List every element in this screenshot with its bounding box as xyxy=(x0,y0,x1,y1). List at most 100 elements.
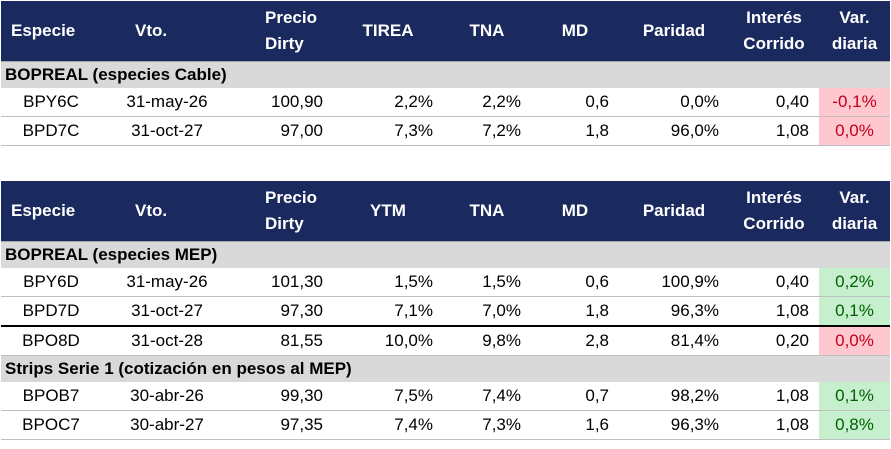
vto-cell: 31-may-26 xyxy=(101,88,233,117)
header-md: MD xyxy=(531,181,619,242)
paridad-cell: 96,3% xyxy=(619,296,729,327)
especie-cell: BPO8D xyxy=(1,325,101,356)
md-cell: 1,8 xyxy=(531,116,619,146)
interes-cell: 0,40 xyxy=(729,268,819,297)
vto-cell: 30-abr-27 xyxy=(101,410,233,440)
md-cell: 0,7 xyxy=(531,382,619,411)
precio-cell: 97,00 xyxy=(233,116,333,146)
tna-cell: 7,0% xyxy=(443,296,531,327)
paridad-cell: 81,4% xyxy=(619,325,729,356)
precio-cell: 81,55 xyxy=(233,325,333,356)
md-cell: 1,8 xyxy=(531,296,619,327)
section-title: Strips Serie 1 (cotización en pesos al M… xyxy=(1,355,890,382)
tna-cell: 9,8% xyxy=(443,325,531,356)
var-diaria-cell: 0,1% xyxy=(819,296,890,327)
precio-cell: 100,90 xyxy=(233,88,333,117)
especie-cell: BPY6D xyxy=(1,268,101,297)
paridad-cell: 100,9% xyxy=(619,268,729,297)
header-tna: TNA xyxy=(443,1,531,62)
interes-cell: 1,08 xyxy=(729,410,819,440)
header-md: MD xyxy=(531,1,619,62)
header-var-diaria: Var. diaria xyxy=(819,1,890,62)
vto-cell: 30-abr-26 xyxy=(101,382,233,411)
bopreal-cable-table: Especie Vto. Precio Dirty TIREA TNA MD Pa… xyxy=(1,1,890,146)
var-diaria-cell: 0,8% xyxy=(819,410,890,440)
header-especie: Especie xyxy=(1,1,101,62)
table-row: BPOB7 30-abr-26 99,30 7,5% 7,4% 0,7 98,2% 1,08 0… xyxy=(1,382,890,411)
table-row: BPY6C 31-may-26 100,90 2,2% 2,2% 0,6 0,0% 0,40-… xyxy=(1,88,890,117)
interes-cell: 0,20 xyxy=(729,325,819,356)
md-cell: 1,6 xyxy=(531,410,619,440)
vto-cell: 31-may-26 xyxy=(101,268,233,297)
especie-cell: BPOC7 xyxy=(1,410,101,440)
bopreal-mep-table: Especie Vto. Precio Dirty YTM TNA MD Pari… xyxy=(1,181,890,440)
md-cell: 2,8 xyxy=(531,325,619,356)
var-diaria-cell: 0,0% xyxy=(819,116,890,146)
section-row: BOPREAL (especies Cable) xyxy=(1,61,890,88)
header-vto: Vto. xyxy=(101,181,233,242)
table-header: Especie Vto. Precio Dirty TIREA TNA MD Pa… xyxy=(1,1,890,62)
header-tirea: TIREA xyxy=(333,1,443,62)
especie-cell: BPY6C xyxy=(1,88,101,117)
table-row: BPD7D 31-oct-27 97,30 7,1% 7,0% 1,8 96,3% 1,08 0… xyxy=(1,296,890,327)
header-vto: Vto. xyxy=(101,1,233,62)
precio-cell: 99,30 xyxy=(233,382,333,411)
section-row: Strips Serie 1 (cotización en pesos al M… xyxy=(1,355,890,382)
paridad-cell: 96,3% xyxy=(619,410,729,440)
vto-cell: 31-oct-28 xyxy=(101,325,233,356)
md-cell: 0,6 xyxy=(531,88,619,117)
header-interes-corrido: Interés Corrido xyxy=(729,181,819,242)
header-especie: Especie xyxy=(1,181,101,242)
vto-cell: 31-oct-27 xyxy=(101,296,233,327)
paridad-cell: 0,0% xyxy=(619,88,729,117)
yield-cell: 7,5% xyxy=(333,382,443,411)
header-precio-dirty: Precio Dirty xyxy=(233,1,333,62)
header-tna: TNA xyxy=(443,181,531,242)
precio-cell: 97,35 xyxy=(233,410,333,440)
interes-cell: 1,08 xyxy=(729,296,819,327)
var-diaria-cell: 0,1% xyxy=(819,382,890,411)
var-diaria-cell: 0,0% xyxy=(819,325,890,356)
tna-cell: 1,5% xyxy=(443,268,531,297)
paridad-cell: 98,2% xyxy=(619,382,729,411)
table-row: BPOC7 30-abr-27 97,35 7,4% 7,3% 1,6 96,3% 1,08 0… xyxy=(1,410,890,440)
md-cell: 0,6 xyxy=(531,268,619,297)
table-row: BPY6D 31-may-26 101,30 1,5% 1,5% 0,6 100,9% 0,4… xyxy=(1,268,890,297)
precio-cell: 101,30 xyxy=(233,268,333,297)
interes-cell: 1,08 xyxy=(729,382,819,411)
yield-cell: 7,3% xyxy=(333,116,443,146)
interes-cell: 0,40 xyxy=(729,88,819,117)
especie-cell: BPD7C xyxy=(1,116,101,146)
header-paridad: Paridad xyxy=(619,181,729,242)
header-paridad: Paridad xyxy=(619,1,729,62)
header-var-diaria: Var. diaria xyxy=(819,181,890,242)
tna-cell: 7,2% xyxy=(443,116,531,146)
paridad-cell: 96,0% xyxy=(619,116,729,146)
precio-cell: 97,30 xyxy=(233,296,333,327)
table-header: Especie Vto. Precio Dirty YTM TNA MD Pari… xyxy=(1,181,890,242)
yield-cell: 7,4% xyxy=(333,410,443,440)
tna-cell: 7,3% xyxy=(443,410,531,440)
tna-cell: 2,2% xyxy=(443,88,531,117)
var-diaria-cell: -0,1% xyxy=(819,88,890,117)
yield-cell: 7,1% xyxy=(333,296,443,327)
header-interes-corrido: Interés Corrido xyxy=(729,1,819,62)
table-row: BPO8D 31-oct-28 81,55 10,0% 9,8% 2,8 81,4% 0,20… xyxy=(1,325,890,356)
header-row: Especie Vto. Precio Dirty YTM TNA MD Pari… xyxy=(1,181,890,242)
table-row: BPD7C 31-oct-27 97,00 7,3% 7,2% 1,8 96,0% 1,08 0… xyxy=(1,116,890,146)
yield-cell: 10,0% xyxy=(333,325,443,356)
header-row: Especie Vto. Precio Dirty TIREA TNA MD Pa… xyxy=(1,1,890,62)
section-row: BOPREAL (especies MEP) xyxy=(1,241,890,268)
yield-cell: 2,2% xyxy=(333,88,443,117)
vto-cell: 31-oct-27 xyxy=(101,116,233,146)
yield-cell: 1,5% xyxy=(333,268,443,297)
section-title: BOPREAL (especies Cable) xyxy=(1,61,890,88)
header-precio-dirty: Precio Dirty xyxy=(233,181,333,242)
var-diaria-cell: 0,2% xyxy=(819,268,890,297)
interes-cell: 1,08 xyxy=(729,116,819,146)
tna-cell: 7,4% xyxy=(443,382,531,411)
header-ytm: YTM xyxy=(333,181,443,242)
especie-cell: BPD7D xyxy=(1,296,101,327)
section-title: BOPREAL (especies MEP) xyxy=(1,241,890,268)
especie-cell: BPOB7 xyxy=(1,382,101,411)
